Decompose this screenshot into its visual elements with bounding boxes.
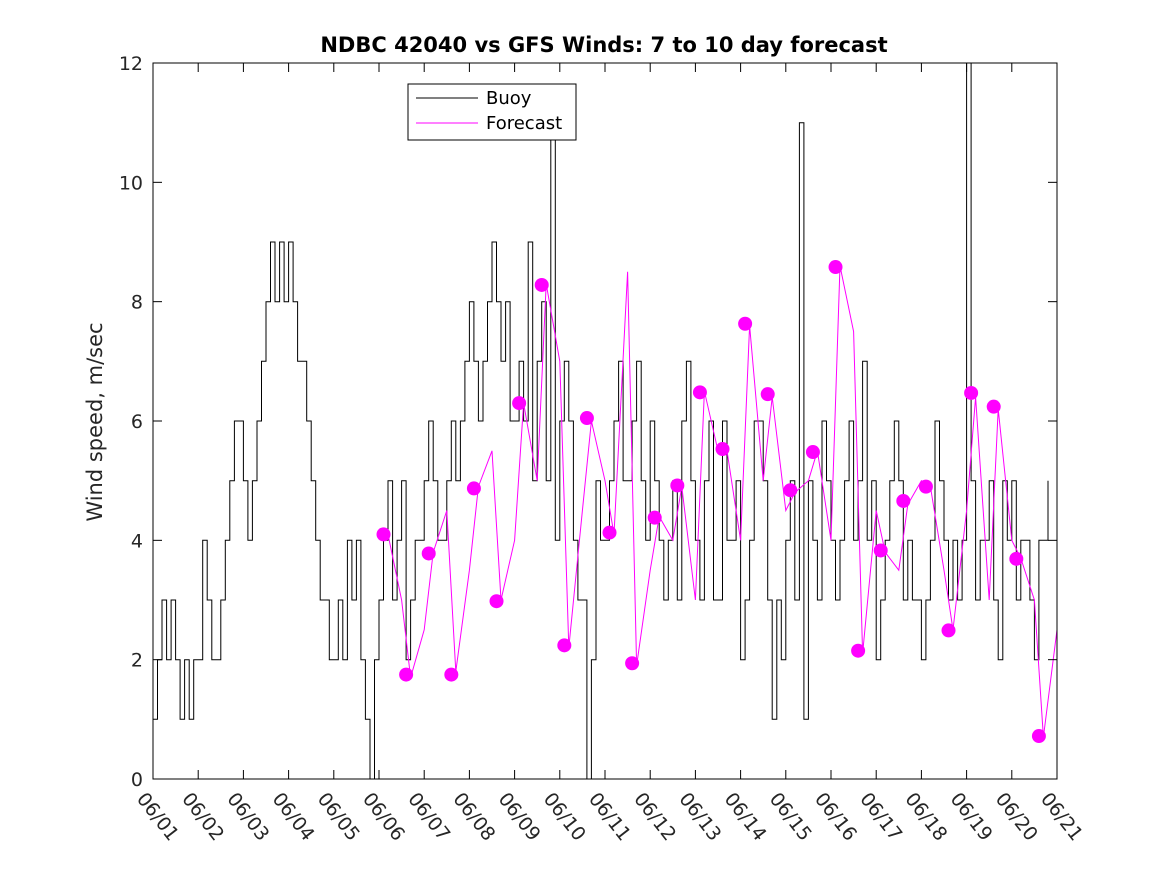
forecast-marker [692, 385, 707, 400]
forecast-marker [625, 656, 640, 671]
forecast-marker [851, 643, 866, 658]
forecast-marker [512, 396, 527, 411]
legend: Buoy Forecast [407, 83, 577, 141]
forecast-marker [557, 638, 572, 653]
forecast-marker [715, 442, 730, 457]
forecast-marker [489, 594, 504, 609]
forecast-marker [466, 481, 481, 496]
forecast-marker [421, 546, 436, 561]
y-axis-label: Wind speed, m/sec [83, 322, 107, 521]
y-tick-label: 8 [131, 292, 143, 314]
forecast-marker [579, 411, 594, 426]
forecast-marker [941, 623, 956, 638]
y-tick-label: 4 [131, 530, 143, 552]
y-tick-label: 10 [119, 172, 143, 194]
forecast-marker [647, 510, 662, 525]
forecast-marker [602, 525, 617, 540]
buoy-series-line [153, 63, 1049, 779]
forecast-marker [760, 387, 775, 402]
forecast-marker [738, 316, 753, 331]
legend-buoy-label: Buoy [486, 88, 532, 109]
forecast-markers [376, 260, 1046, 744]
forecast-marker [376, 527, 391, 542]
forecast-marker [444, 667, 459, 682]
forecast-marker [896, 493, 911, 508]
forecast-marker [1009, 551, 1024, 566]
forecast-marker [1031, 729, 1046, 744]
y-tick-label: 2 [131, 650, 143, 672]
forecast-marker [964, 385, 979, 400]
forecast-marker [783, 483, 798, 498]
chart-title: NDBC 42040 vs GFS Winds: 7 to 10 day for… [320, 33, 887, 57]
legend-forecast-label: Forecast [486, 113, 562, 134]
legend-box [407, 83, 577, 141]
forecast-marker [918, 479, 933, 494]
forecast-marker [534, 277, 549, 292]
forecast-marker [399, 667, 414, 682]
y-tick-label: 12 [119, 53, 143, 75]
forecast-marker [670, 478, 685, 493]
y-axis-ticks: 0 2 4 6 8 10 12 [119, 53, 1057, 791]
y-tick-label: 6 [131, 411, 143, 433]
forecast-marker [828, 260, 843, 275]
y-tick-label: 0 [131, 769, 143, 791]
forecast-marker [805, 445, 820, 460]
forecast-marker [873, 543, 888, 558]
forecast-marker [986, 399, 1001, 414]
